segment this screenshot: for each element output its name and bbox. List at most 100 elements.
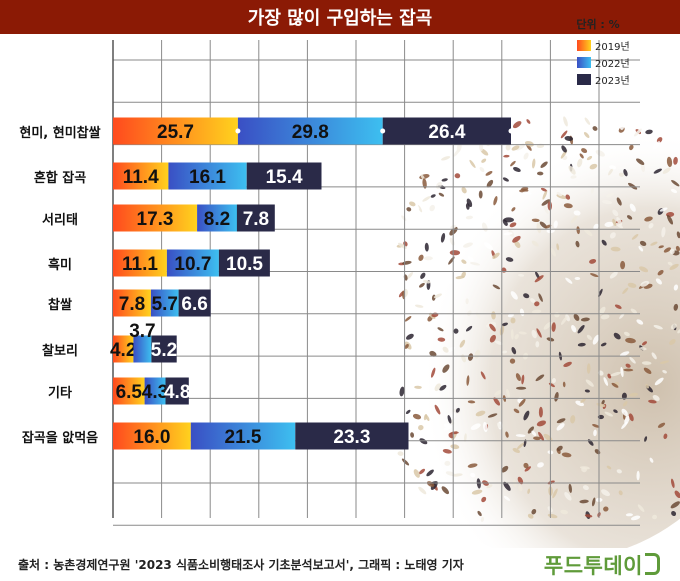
- grain: [645, 129, 653, 135]
- grain: [612, 218, 617, 226]
- grain: [523, 462, 529, 469]
- grain: [637, 504, 645, 513]
- grain: [655, 278, 662, 285]
- grain: [675, 245, 680, 252]
- source-credit: 출처 : 농촌경제연구원 '2023 식품소비행태조사 기초분석보고서', 그래…: [18, 558, 464, 572]
- value-label: 7.8: [243, 209, 269, 230]
- grain: [629, 357, 636, 364]
- grain: [641, 361, 652, 365]
- grain: [603, 506, 609, 512]
- title-bar-bg: [0, 0, 680, 34]
- grain: [422, 196, 431, 202]
- grain: [657, 270, 664, 276]
- grain: [539, 221, 548, 229]
- grain: [471, 489, 483, 495]
- grain: [601, 200, 613, 205]
- grain: [521, 374, 525, 385]
- grain: [653, 325, 663, 330]
- grain: [577, 342, 586, 347]
- grain: [640, 163, 646, 173]
- grain: [603, 377, 609, 386]
- grain: [577, 325, 585, 334]
- grain: [442, 346, 449, 353]
- value-label: 15.4: [266, 167, 303, 188]
- grain: [590, 187, 594, 194]
- grain: [550, 247, 556, 257]
- grain: [600, 342, 607, 347]
- grain: [450, 431, 459, 435]
- grain: [512, 121, 522, 129]
- grain: [486, 484, 493, 489]
- value-label: 17.3: [137, 209, 174, 230]
- grain: [670, 323, 677, 330]
- grain: [586, 156, 593, 161]
- grain: [601, 489, 610, 497]
- category-label: 찹쌀: [48, 297, 72, 313]
- grain: [470, 472, 476, 478]
- grain: [509, 358, 516, 364]
- category-label: 기타: [48, 385, 72, 401]
- grain: [527, 513, 534, 519]
- legend-label: 2022년: [595, 58, 630, 70]
- grain: [537, 171, 544, 176]
- grain: [527, 488, 531, 494]
- grain: [556, 243, 560, 251]
- grain: [540, 161, 548, 168]
- grain: [461, 187, 467, 194]
- grain: [563, 116, 568, 127]
- grain: [581, 466, 587, 473]
- grain: [538, 431, 545, 441]
- grain: [524, 466, 532, 472]
- grain: [518, 485, 523, 492]
- grain: [429, 350, 437, 357]
- grain: [443, 425, 453, 431]
- grain: [464, 433, 467, 442]
- grain: [586, 363, 591, 374]
- grain: [636, 319, 644, 325]
- grain: [563, 203, 573, 209]
- value-label: 11.1: [122, 254, 158, 275]
- grain: [423, 256, 433, 261]
- grain: [511, 207, 516, 212]
- grain: [671, 180, 680, 187]
- legend-swatch: [577, 57, 591, 68]
- grain: [517, 476, 524, 485]
- grain: [606, 465, 612, 470]
- grain: [662, 167, 671, 174]
- grain: [663, 247, 671, 253]
- grain: [420, 272, 426, 279]
- grain: [670, 478, 675, 488]
- grain: [581, 148, 588, 154]
- grain: [483, 242, 494, 250]
- grain: [413, 469, 420, 478]
- bar-segment: [295, 422, 409, 450]
- grain: [442, 449, 452, 454]
- grain: [474, 189, 479, 196]
- grain: [609, 232, 616, 239]
- bar-segment: [144, 377, 166, 405]
- grain: [523, 152, 529, 160]
- grain: [513, 408, 520, 414]
- grain: [401, 215, 407, 221]
- value-label: 16.0: [133, 427, 170, 448]
- bar-segment: [113, 204, 198, 232]
- grain: [515, 373, 521, 382]
- grain: [663, 433, 668, 440]
- grain: [571, 324, 577, 333]
- grain: [542, 189, 548, 200]
- category-label: 흑미: [48, 257, 72, 273]
- grain: [671, 510, 677, 517]
- grain: [509, 222, 517, 228]
- grain: [625, 363, 631, 368]
- grain: [478, 190, 483, 199]
- grain: [523, 410, 530, 421]
- grain: [418, 486, 427, 495]
- grain: [501, 322, 508, 327]
- grain: [616, 197, 622, 206]
- grain: [561, 145, 567, 153]
- grain: [415, 361, 422, 367]
- grain: [652, 141, 661, 150]
- grain: [625, 513, 633, 517]
- grain: [475, 410, 486, 417]
- grain: [609, 271, 618, 279]
